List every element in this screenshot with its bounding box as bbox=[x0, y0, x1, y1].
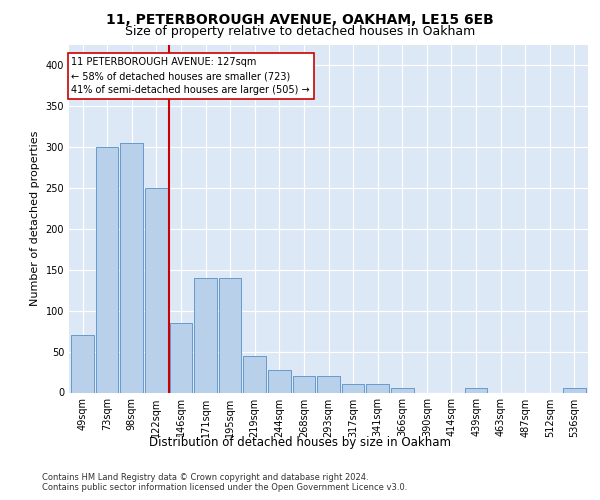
Bar bbox=[219, 278, 241, 392]
Bar bbox=[563, 388, 586, 392]
Bar bbox=[71, 336, 94, 392]
Bar bbox=[244, 356, 266, 393]
Bar bbox=[268, 370, 290, 392]
Bar bbox=[367, 384, 389, 392]
Text: 11, PETERBOROUGH AVENUE, OAKHAM, LE15 6EB: 11, PETERBOROUGH AVENUE, OAKHAM, LE15 6E… bbox=[106, 12, 494, 26]
Text: Distribution of detached houses by size in Oakham: Distribution of detached houses by size … bbox=[149, 436, 451, 449]
Bar bbox=[465, 388, 487, 392]
Text: Contains HM Land Registry data © Crown copyright and database right 2024.: Contains HM Land Registry data © Crown c… bbox=[42, 472, 368, 482]
Text: Size of property relative to detached houses in Oakham: Size of property relative to detached ho… bbox=[125, 25, 475, 38]
Bar bbox=[145, 188, 167, 392]
Y-axis label: Number of detached properties: Number of detached properties bbox=[30, 131, 40, 306]
Text: Contains public sector information licensed under the Open Government Licence v3: Contains public sector information licen… bbox=[42, 484, 407, 492]
Bar bbox=[293, 376, 315, 392]
Bar bbox=[121, 143, 143, 392]
Bar bbox=[342, 384, 364, 392]
Bar bbox=[170, 323, 192, 392]
Bar bbox=[194, 278, 217, 392]
Bar bbox=[317, 376, 340, 392]
Text: 11 PETERBOROUGH AVENUE: 127sqm
← 58% of detached houses are smaller (723)
41% of: 11 PETERBOROUGH AVENUE: 127sqm ← 58% of … bbox=[71, 58, 310, 96]
Bar bbox=[96, 147, 118, 392]
Bar bbox=[391, 388, 413, 392]
